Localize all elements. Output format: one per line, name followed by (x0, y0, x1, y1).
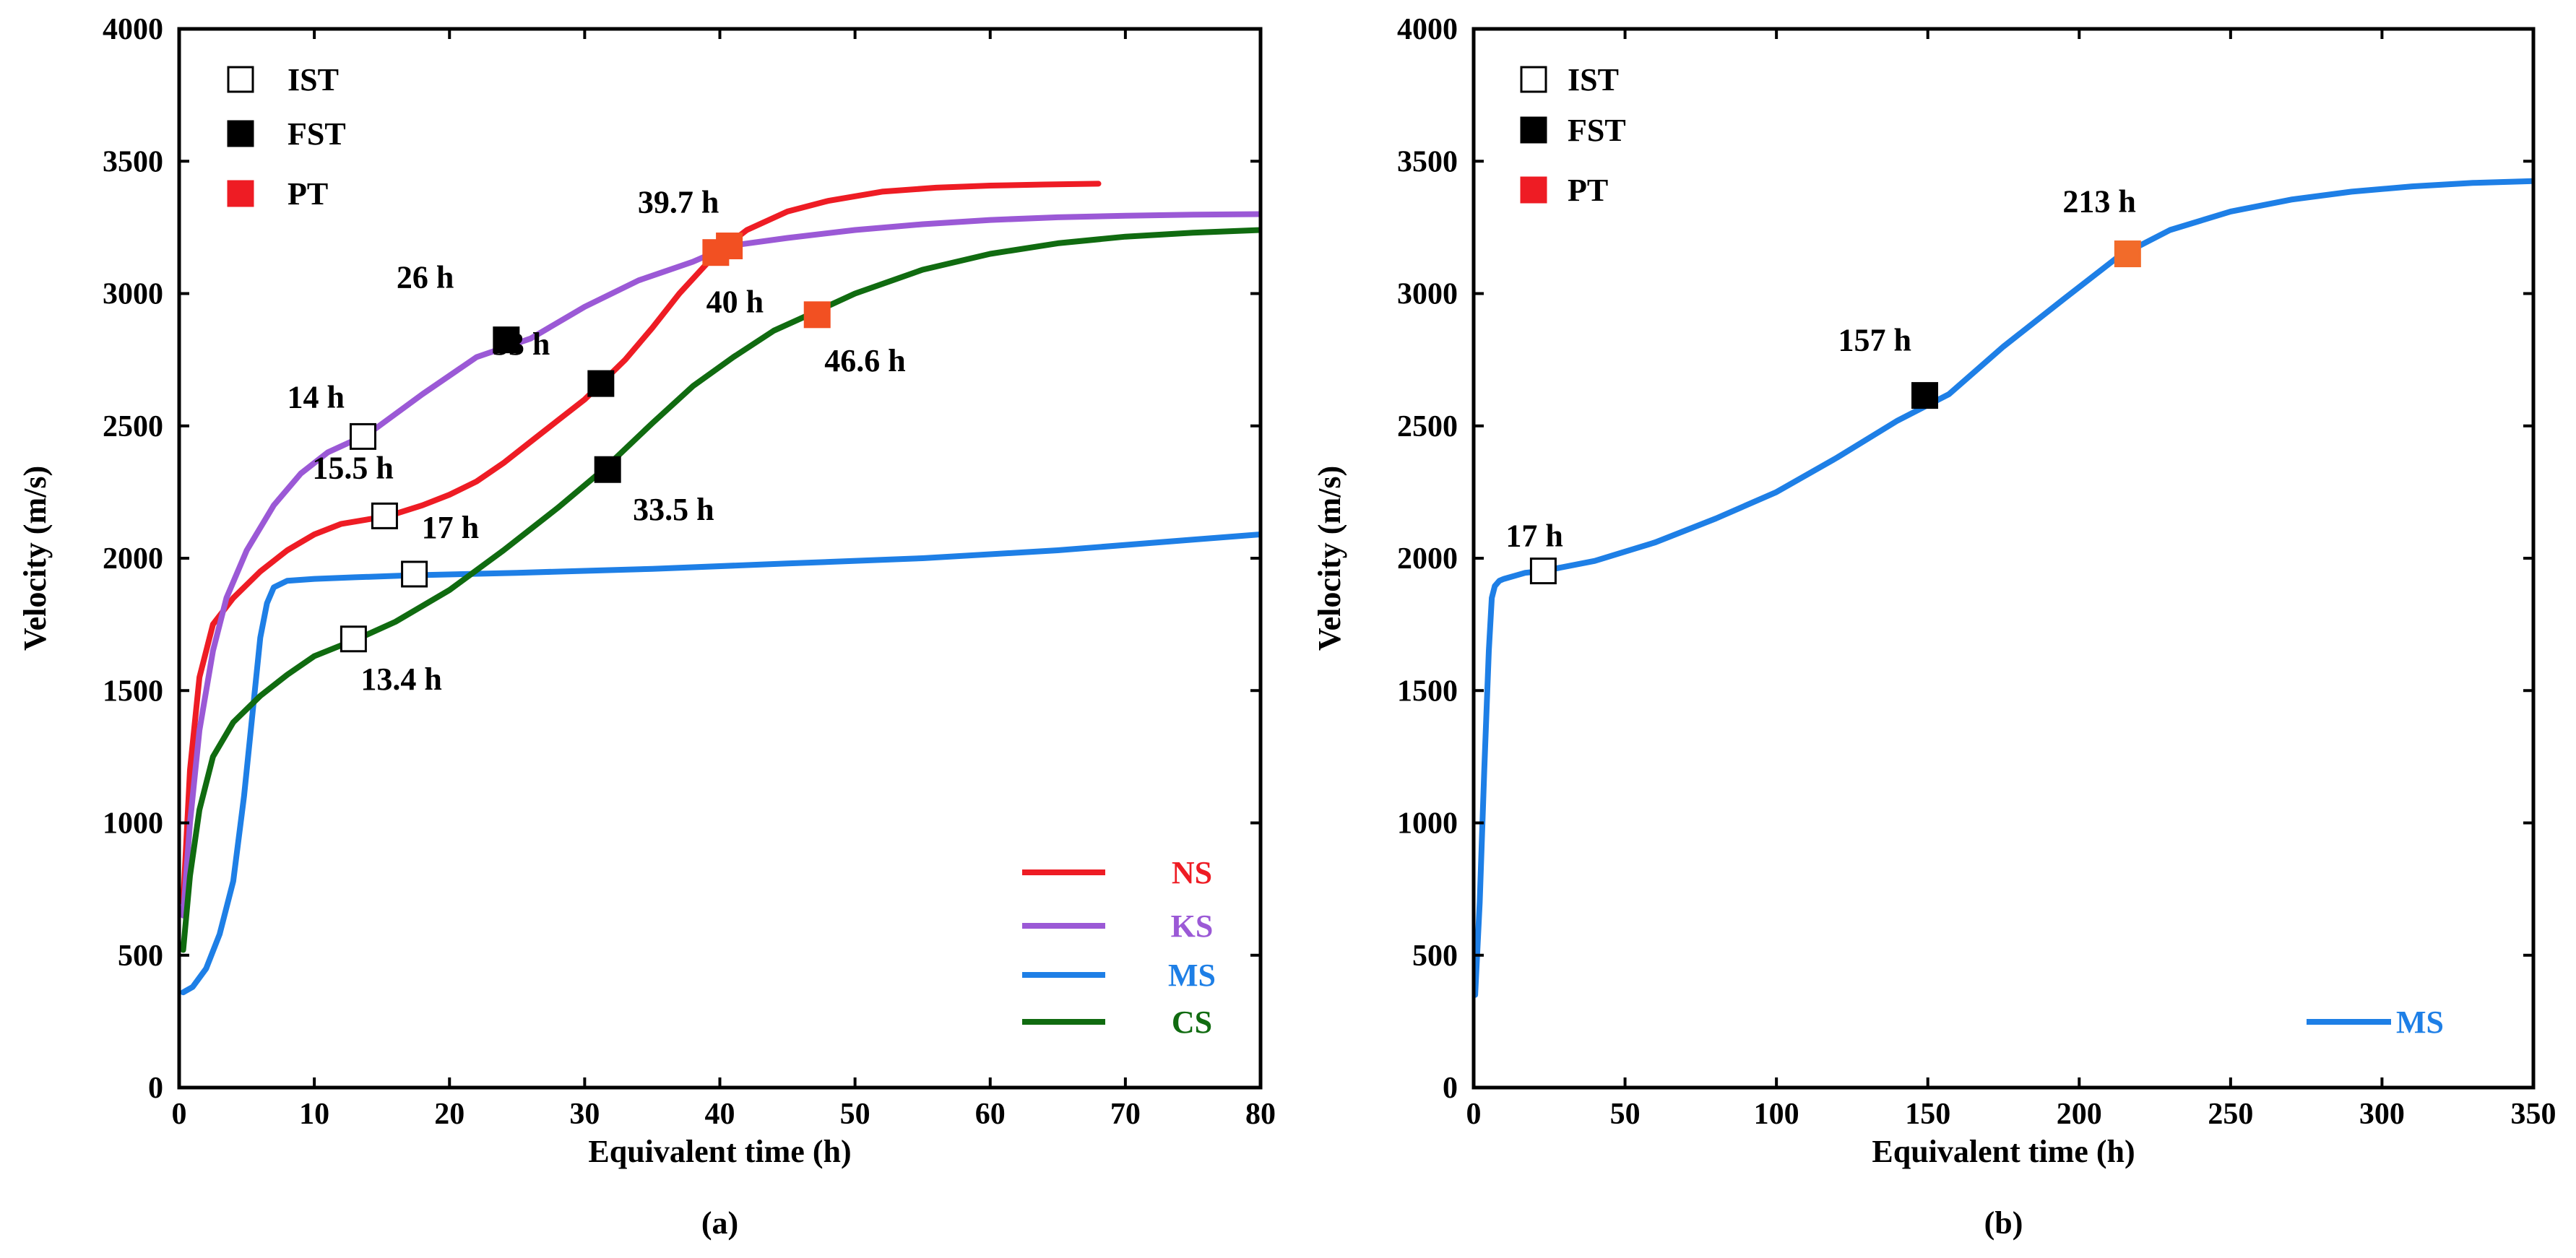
y-tick-label: 1000 (1397, 807, 1458, 841)
x-tick-label: 50 (840, 1098, 870, 1131)
marker-annotation: 213 h (2062, 184, 2135, 220)
legend-label-ns: NS (1172, 855, 1212, 890)
y-axis-title: Velocity (m/s) (17, 466, 53, 651)
legend-marker-label: FST (1568, 113, 1626, 148)
x-tick-label: 0 (1466, 1098, 1482, 1131)
marker-annotation: 14 h (287, 379, 344, 415)
marker-annotation: 39.7 h (638, 185, 719, 220)
marker-annotation: 26 h (397, 260, 454, 295)
x-tick-label: 250 (2208, 1098, 2253, 1131)
y-tick-label: 0 (1443, 1072, 1458, 1105)
y-tick-label: 3500 (103, 145, 163, 178)
legend-marker-label: IST (1568, 62, 1619, 97)
x-tick-label: 10 (299, 1098, 329, 1131)
x-tick-label: 0 (172, 1098, 187, 1131)
legend-marker-label: PT (1568, 173, 1608, 208)
legend-label-cs: CS (1172, 1005, 1212, 1040)
legend-marker-ist (1520, 66, 1547, 93)
x-tick-label: 200 (2057, 1098, 2102, 1131)
marker-fst (587, 370, 615, 397)
legend-marker-label: FST (288, 116, 346, 152)
legend-marker-pt (227, 180, 254, 207)
x-tick-label: 40 (705, 1098, 735, 1131)
legend-marker-label: IST (288, 62, 339, 97)
x-tick-label: 300 (2359, 1098, 2405, 1131)
marker-annotation: 33.5 h (633, 492, 714, 527)
x-tick-label: 80 (1245, 1098, 1276, 1131)
legend-marker-pt (1520, 176, 1547, 204)
x-axis-title: Equivalent time (h) (588, 1134, 851, 1169)
legend-marker-ist (227, 66, 254, 93)
panel-b: 0 50 100 150 200 250 300 3500500100015002000250… (1312, 13, 2556, 1241)
x-tick-label: 30 (569, 1098, 600, 1131)
x-tick-label: 50 (1610, 1098, 1641, 1131)
y-tick-label: 500 (118, 940, 163, 973)
marker-annotation: 33 h (493, 326, 550, 362)
legend-marker-fst (1520, 116, 1547, 144)
y-tick-label: 3000 (103, 278, 163, 311)
y-tick-label: 0 (148, 1072, 163, 1105)
series-line-ms (1474, 178, 2533, 998)
y-tick-label: 2500 (1397, 410, 1458, 443)
y-tick-label: 2500 (103, 410, 163, 443)
marker-annotation: 17 h (1505, 519, 1563, 554)
x-tick-label: 70 (1110, 1098, 1141, 1131)
x-tick-label: 150 (1905, 1098, 1950, 1131)
x-axis-title: Equivalent time (h) (1872, 1134, 2135, 1169)
x-tick-label: 100 (1754, 1098, 1799, 1131)
marker-fst (594, 456, 621, 483)
y-tick-label: 2000 (1397, 542, 1458, 576)
plot-frame (177, 27, 1263, 1090)
marker-annotation: 13.4 h (360, 661, 441, 697)
x-tick-label: 350 (2511, 1098, 2556, 1131)
series-line-ks (180, 211, 1261, 919)
legend-label-ms: MS (1168, 958, 1216, 993)
marker-fst (493, 326, 520, 354)
y-tick-label: 1000 (103, 807, 163, 841)
y-tick-label: 2000 (103, 542, 163, 576)
x-tick-label: 60 (975, 1098, 1006, 1131)
marker-pt (803, 301, 831, 329)
x-tick-label: 20 (434, 1098, 464, 1131)
marker-annotation: 17 h (422, 510, 479, 545)
marker-annotation: 15.5 h (312, 450, 393, 485)
legend-label-ks: KS (1171, 908, 1214, 944)
y-tick-label: 1500 (103, 674, 163, 708)
marker-ist (401, 560, 428, 588)
y-tick-label: 4000 (103, 13, 163, 46)
series-line-ns (180, 181, 1102, 906)
legend-label-ms: MS (2396, 1005, 2444, 1040)
series-line-cs (180, 227, 1261, 953)
legend-marker-fst (227, 120, 254, 147)
y-tick-label: 3000 (1397, 278, 1458, 311)
y-tick-label: 3500 (1397, 145, 1458, 178)
marker-ist (1529, 558, 1557, 585)
legend-marker-label: PT (288, 176, 328, 212)
marker-ist (349, 422, 376, 450)
marker-pt (716, 233, 743, 260)
marker-pt (2114, 240, 2141, 268)
panel-label: (b) (1984, 1205, 2023, 1241)
series-line-ms (180, 532, 1261, 996)
marker-ist (371, 502, 398, 529)
panel-a: 0 10 20 30 40 50 60 70 80 0 500 1000 1500 2000 2500 300… (17, 13, 1276, 1241)
marker-fst (1911, 382, 1939, 409)
y-axis-title: Velocity (m/s) (1312, 466, 1347, 651)
panel-label: (a) (701, 1205, 738, 1241)
y-tick-label: 1500 (1397, 674, 1458, 708)
marker-annotation: 46.6 h (824, 343, 905, 378)
y-tick-label: 4000 (1397, 13, 1458, 46)
y-tick-label: 500 (1412, 940, 1458, 973)
marker-annotation: 40 h (706, 285, 764, 320)
marker-ist (340, 625, 367, 653)
marker-annotation: 157 h (1838, 323, 1911, 358)
